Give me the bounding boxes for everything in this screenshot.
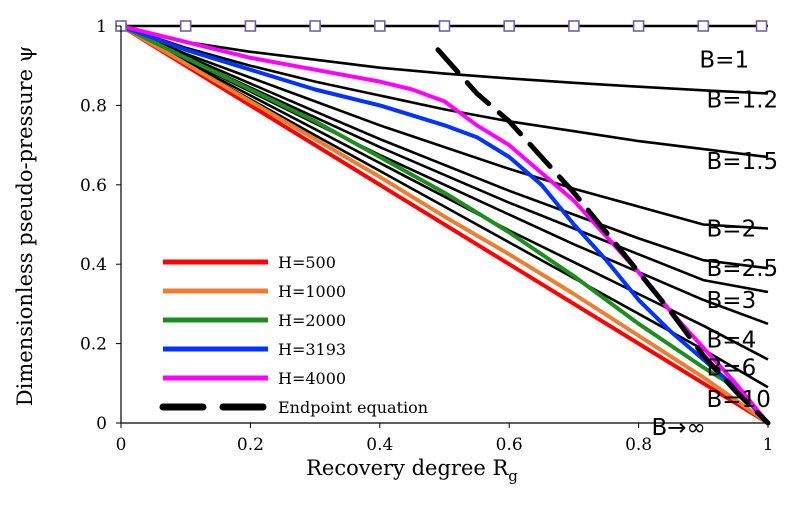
legend-label-endpoint-equation: Endpoint equation bbox=[278, 398, 428, 417]
legend-label-h-4000: H=4000 bbox=[278, 369, 346, 388]
b-curve-b-1-2 bbox=[120, 24, 769, 95]
x-tick-label: 1 bbox=[763, 435, 774, 455]
b-labels-layer: B=1 B=1.2 B=1.5 B=2 B=2.5 B=3 B=4B=6 B=10B→∞ bbox=[652, 48, 779, 441]
x-tick-label: 0.8 bbox=[625, 435, 652, 455]
y-tick-label: 0.6 bbox=[80, 176, 107, 196]
y-axis-title: Dimensionless pseudo-pressure ψ bbox=[13, 46, 37, 406]
b-label-b-2-5: B=2.5 bbox=[707, 256, 779, 282]
legend-label-h-2000: H=2000 bbox=[278, 311, 346, 330]
series-line-h-2000 bbox=[120, 24, 770, 425]
series-line-h-500 bbox=[119, 24, 770, 425]
axes: 0 0.2 0.4 0.6 0.8 1 0 0.2 0.4 0.6 0.8 1 bbox=[80, 17, 773, 455]
marker-layer bbox=[115, 20, 768, 32]
b-label-b-1-5: B=1.5 bbox=[707, 149, 779, 175]
b-label-b-3: B=3 bbox=[707, 288, 757, 314]
series-layer bbox=[119, 24, 771, 426]
b-label-b-2: B=2 bbox=[707, 216, 757, 242]
square-marker bbox=[503, 20, 516, 32]
legend: H=500 H=1000 H=2000 H=3193 H=4000 Endpoint eq… bbox=[159, 253, 428, 417]
y-tick-label: 0.2 bbox=[80, 335, 107, 355]
square-marker bbox=[309, 20, 321, 32]
series-line-h-1000 bbox=[119, 24, 770, 425]
y-tick-label: 1 bbox=[96, 17, 107, 37]
series-line-h-3193 bbox=[120, 24, 770, 425]
legend-label-h-500: H=500 bbox=[278, 253, 336, 272]
b-label-b-1: B=1 bbox=[699, 48, 749, 74]
b-curve-b-2-5 bbox=[120, 24, 769, 270]
square-marker bbox=[179, 20, 192, 32]
series-line-endpoint-equation bbox=[435, 47, 771, 426]
x-tick-label: 0 bbox=[116, 435, 127, 455]
square-marker bbox=[755, 20, 768, 32]
b-label-b-6: B=6 bbox=[707, 355, 757, 381]
x-tick-label: 0.6 bbox=[496, 435, 523, 455]
x-tick-label: 0.2 bbox=[237, 435, 264, 455]
square-marker bbox=[244, 20, 257, 32]
y-tick-label: 0 bbox=[96, 414, 107, 434]
square-marker bbox=[568, 20, 580, 32]
b-label-b-4: B=4 bbox=[707, 328, 757, 354]
x-axis-title: Recovery degree Rg bbox=[306, 456, 518, 485]
b-label-b-1-2: B=1.2 bbox=[707, 87, 779, 113]
y-tick-label: 0.4 bbox=[80, 255, 107, 275]
square-marker bbox=[373, 20, 386, 32]
square-marker bbox=[632, 20, 645, 32]
b-label-b-10: B=10 bbox=[707, 387, 771, 413]
b-curve-b-2 bbox=[120, 24, 769, 230]
b-curve-b-1-5 bbox=[120, 24, 769, 159]
legend-label-h-3193: H=3193 bbox=[278, 340, 346, 359]
legend-label-h-1000: H=1000 bbox=[278, 282, 346, 301]
square-marker bbox=[438, 20, 451, 32]
b-label-b-inf: B→∞ bbox=[652, 415, 706, 441]
y-tick-label: 0.8 bbox=[80, 96, 107, 116]
square-marker bbox=[697, 20, 710, 32]
b-curve-b-6 bbox=[120, 24, 769, 361]
x-tick-label: 0.4 bbox=[366, 435, 393, 455]
